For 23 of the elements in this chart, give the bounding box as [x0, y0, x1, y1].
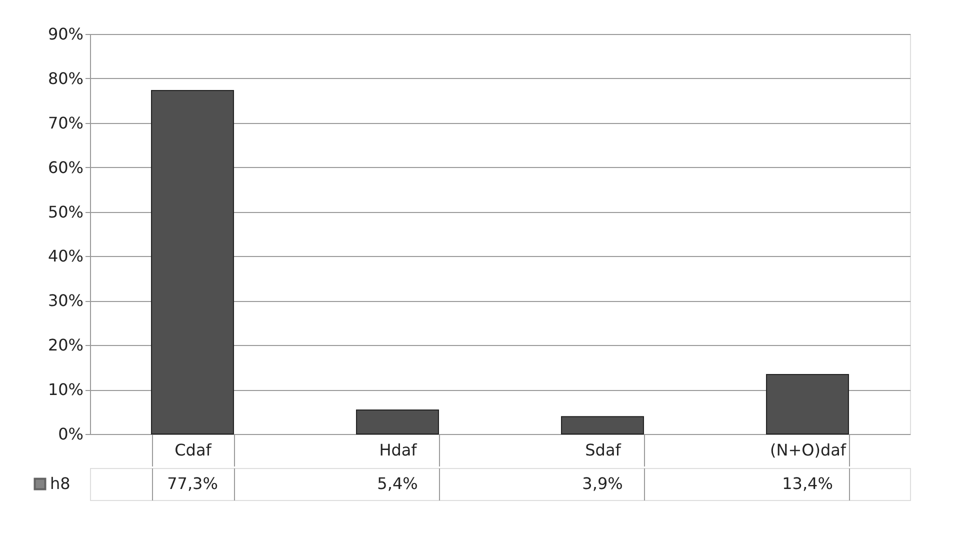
bar — [356, 410, 439, 434]
bar — [561, 416, 644, 434]
y-tick-label: 50% — [48, 202, 84, 222]
y-tick-label: 30% — [48, 291, 84, 310]
y-tick-label: 60% — [48, 158, 84, 177]
x-tick-label: (N+O)daf — [770, 440, 846, 460]
data-label: 5,4% — [377, 474, 418, 493]
y-tick-label: 0% — [58, 424, 84, 444]
x-tick-label: Sdaf — [585, 440, 622, 460]
y-tick-label: 80% — [48, 68, 84, 88]
legend-label: h8 — [50, 474, 70, 493]
x-tick-label: Hdaf — [379, 440, 418, 460]
y-tick-label: 10% — [48, 380, 84, 400]
bar — [151, 90, 234, 434]
data-label: 77,3% — [167, 474, 218, 493]
bar — [766, 374, 849, 434]
y-tick-label: 40% — [48, 246, 84, 266]
data-label: 13,4% — [782, 474, 833, 493]
x-tick-label: Cdaf — [174, 440, 212, 460]
y-tick-label: 90% — [48, 24, 84, 44]
y-tick-label: 70% — [48, 113, 84, 132]
y-tick-label: 20% — [48, 336, 84, 355]
data-label: 3,9% — [582, 474, 623, 493]
